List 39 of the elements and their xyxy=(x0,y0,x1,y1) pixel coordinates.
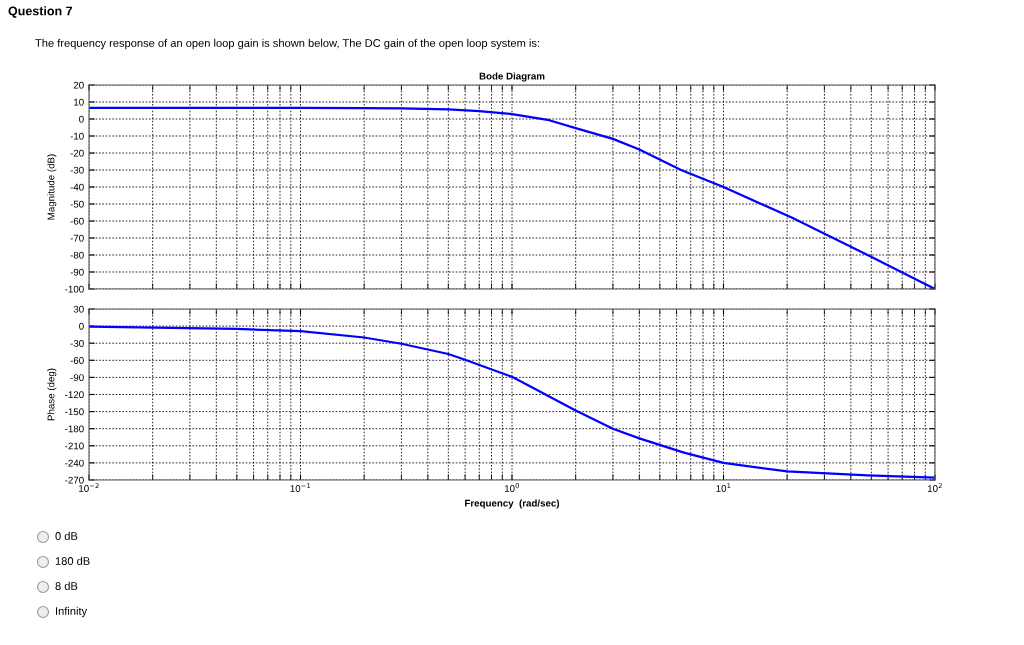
y-tick-label: -70 xyxy=(70,234,84,242)
y-tick-label: 30 xyxy=(73,305,84,313)
text: 180 dB xyxy=(55,556,90,565)
x-axis-title: Frequency (rad/sec) xyxy=(465,499,560,509)
chart-title: Bode Diagram xyxy=(479,72,545,82)
y-tick-label: -60 xyxy=(70,217,84,225)
y-tick-label: -80 xyxy=(70,251,84,259)
y-tick-label: -90 xyxy=(70,268,84,276)
y-tick-label: 0 xyxy=(79,322,84,330)
y-tick-label: -90 xyxy=(70,374,84,382)
x-tick-label: 10$^{−1}$ xyxy=(290,483,311,492)
text: Question 7 xyxy=(8,6,73,18)
x-tick-label: 10$^{0}$ xyxy=(504,483,520,492)
y-tick-label: -270 xyxy=(65,476,84,484)
y-tick-label: -30 xyxy=(70,166,84,174)
y-tick-label: -240 xyxy=(65,459,84,467)
text: 0 dB xyxy=(55,531,78,540)
y-tick-label: -20 xyxy=(70,149,84,157)
y-tick-label: -10 xyxy=(70,132,84,140)
y-tick-label: -60 xyxy=(70,357,84,364)
y-tick-label: -180 xyxy=(65,425,84,433)
y-axis-title: Magnitude (dB) xyxy=(47,154,57,220)
y-tick-label: -50 xyxy=(70,200,84,208)
y-tick-label: 20 xyxy=(73,81,84,89)
y-tick-label: -210 xyxy=(65,442,84,450)
x-tick-label: 10$^{−2}$ xyxy=(79,483,99,492)
y-tick-label: 0 xyxy=(79,115,84,123)
text: The frequency response of an open loop gain is shown below, The DC gain of the open loop system is: xyxy=(35,38,540,50)
y-tick-label: 10 xyxy=(74,98,84,106)
y-axis-title: Phase (deg) xyxy=(47,368,57,421)
text: 8 dB xyxy=(55,581,78,590)
y-tick-label: -120 xyxy=(65,391,84,399)
text: Infinity xyxy=(56,606,88,618)
y-tick-label: -100 xyxy=(65,285,84,293)
y-tick-label: -40 xyxy=(70,183,84,191)
y-tick-label: -30 xyxy=(70,339,84,347)
x-tick-label: 10$^{1}$ xyxy=(716,483,731,492)
x-tick-label: 10$^{2}$ xyxy=(927,483,942,492)
y-tick-label: -150 xyxy=(65,408,84,416)
